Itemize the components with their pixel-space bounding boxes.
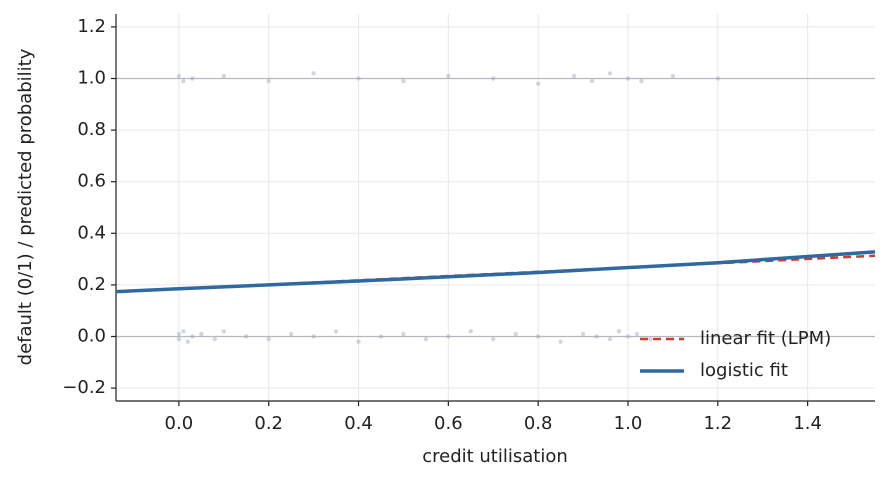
scatter-point	[333, 329, 339, 334]
scatter-point	[446, 334, 451, 339]
scatter-point	[212, 336, 218, 342]
scatter-point	[356, 339, 361, 344]
x-axis-label: credit utilisation	[422, 446, 568, 467]
scatter-point	[401, 78, 406, 84]
y-tick-label: 1.2	[77, 16, 106, 37]
scatter-point	[176, 336, 182, 342]
scatter-point	[356, 76, 361, 81]
scatter-point	[607, 71, 613, 76]
scatter-point	[176, 331, 182, 337]
y-tick-label: 0.4	[77, 222, 106, 243]
scatter-point	[446, 73, 451, 79]
scatter-point	[535, 334, 541, 339]
x-tick-label: 1.2	[703, 413, 732, 434]
scatter-point	[181, 329, 186, 334]
scatter-point	[199, 331, 204, 337]
scatter-point	[190, 334, 195, 339]
scatter-point	[378, 334, 384, 339]
scatter-point	[715, 76, 721, 81]
y-tick-label: 1.0	[77, 68, 106, 89]
scatter-point	[185, 339, 191, 344]
scatter-point	[176, 73, 182, 79]
legend-label: linear fit (LPM)	[700, 328, 831, 349]
scatter-point	[648, 336, 653, 342]
scatter-point	[190, 76, 195, 81]
scatter-point	[401, 331, 406, 337]
scatter-point	[288, 331, 294, 337]
x-tick-label: 0.2	[254, 413, 283, 434]
y-tick-label: 0.8	[77, 119, 106, 140]
scatter-point	[594, 334, 599, 339]
scatter-point	[468, 329, 473, 334]
y-tick-label: −0.2	[62, 377, 106, 398]
scatter-point	[625, 76, 631, 81]
y-tick-label: 0.0	[77, 326, 106, 347]
scatter-point	[311, 334, 316, 339]
y-tick-label: 0.6	[77, 171, 106, 192]
y-axis-label: default (0/1) / predicted probability	[15, 48, 36, 365]
scatter-point	[266, 336, 271, 342]
x-tick-label: 0.0	[165, 413, 194, 434]
x-tick-label: 1.0	[614, 413, 643, 434]
scatter-point	[423, 336, 429, 342]
scatter-point	[535, 81, 541, 86]
scatter-point	[607, 336, 613, 342]
scatter-point	[616, 329, 622, 334]
x-tick-label: 0.8	[524, 413, 553, 434]
scatter-point	[491, 76, 496, 81]
scatter-point	[311, 71, 316, 76]
scatter-point	[181, 78, 186, 84]
scatter-point	[670, 73, 676, 79]
scatter-point	[580, 331, 586, 337]
y-tick-label: 0.2	[77, 274, 106, 295]
scatter-point	[625, 334, 631, 339]
scatter-point	[558, 339, 563, 344]
scatter-point	[221, 329, 226, 334]
scatter-point	[221, 73, 226, 79]
x-tick-label: 0.6	[434, 413, 463, 434]
legend-label: logistic fit	[700, 360, 788, 381]
scatter-point	[491, 336, 496, 342]
scatter-point	[571, 73, 577, 79]
scatter-point	[266, 78, 271, 84]
scatter-point	[244, 334, 249, 339]
x-tick-label: 1.4	[793, 413, 822, 434]
fit-line	[115, 250, 876, 294]
scatter-point	[639, 78, 644, 84]
x-tick-label: 0.4	[344, 413, 373, 434]
scatter-point	[589, 78, 595, 84]
scatter-point	[634, 331, 640, 337]
scatter-point	[513, 331, 518, 337]
